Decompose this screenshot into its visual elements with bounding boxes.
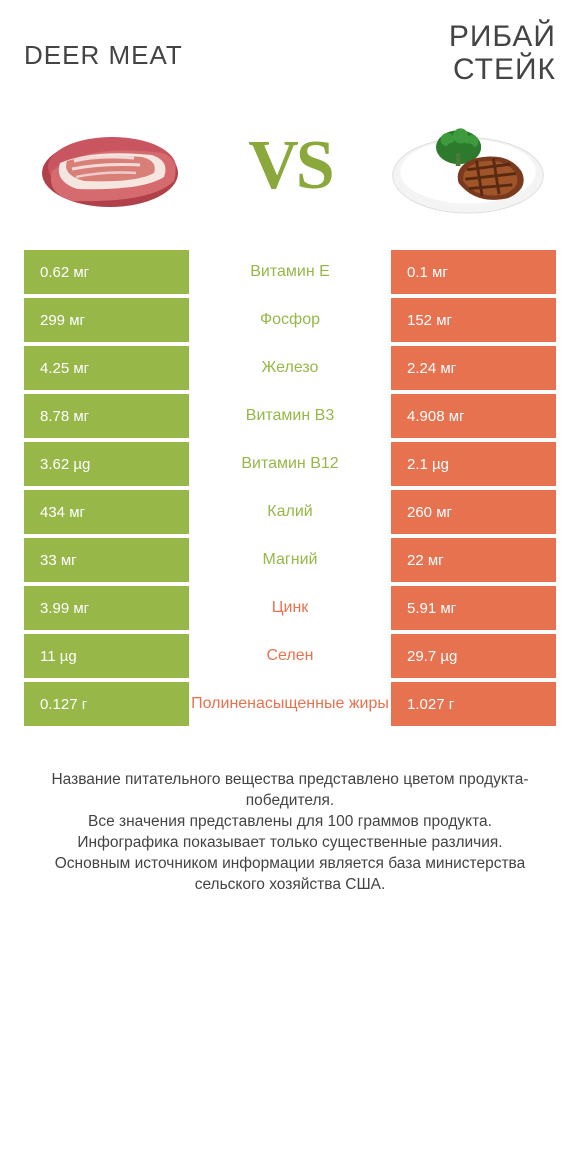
- value-left: 0.62 мг: [24, 250, 189, 294]
- value-left: 8.78 мг: [24, 394, 189, 438]
- nutrient-label: Фосфор: [189, 298, 391, 342]
- table-row: 11 µgСелен29.7 µg: [24, 634, 556, 682]
- footer-line1: Название питательного вещества представл…: [51, 771, 528, 809]
- table-row: 3.99 мгЦинк5.91 мг: [24, 586, 556, 634]
- value-left: 3.99 мг: [24, 586, 189, 630]
- header: DEER MEAT РИБАЙ СТЕЙК: [24, 20, 556, 86]
- value-left: 4.25 мг: [24, 346, 189, 390]
- nutrient-label: Витамин B3: [189, 394, 391, 438]
- nutrient-label: Полиненасыщенные жиры: [189, 682, 391, 726]
- title-right: РИБАЙ СТЕЙК: [449, 20, 556, 86]
- value-left: 434 мг: [24, 490, 189, 534]
- table-row: 3.62 µgВитамин B122.1 µg: [24, 442, 556, 490]
- nutrient-label: Калий: [189, 490, 391, 534]
- ribeye-steak-icon: [388, 106, 548, 226]
- nutrient-label: Железо: [189, 346, 391, 390]
- table-row: 0.62 мгВитамин E0.1 мг: [24, 250, 556, 298]
- value-right: 260 мг: [391, 490, 556, 534]
- value-left: 11 µg: [24, 634, 189, 678]
- table-row: 33 мгМагний22 мг: [24, 538, 556, 586]
- nutrient-label: Витамин E: [189, 250, 391, 294]
- value-right: 2.24 мг: [391, 346, 556, 390]
- deer-meat-icon: [32, 106, 192, 226]
- title-left: DEER MEAT: [24, 20, 183, 71]
- comparison-table: 0.62 мгВитамин E0.1 мг299 мгФосфор152 мг…: [24, 250, 556, 730]
- value-right: 4.908 мг: [391, 394, 556, 438]
- table-row: 0.127 гПолиненасыщенные жиры1.027 г: [24, 682, 556, 730]
- footer-line2: Все значения представлены для 100 граммо…: [88, 813, 492, 830]
- value-left: 33 мг: [24, 538, 189, 582]
- infographic-container: DEER MEAT РИБАЙ СТЕЙК VS: [0, 0, 580, 896]
- value-left: 299 мг: [24, 298, 189, 342]
- table-row: 8.78 мгВитамин B34.908 мг: [24, 394, 556, 442]
- value-right: 29.7 µg: [391, 634, 556, 678]
- value-right: 5.91 мг: [391, 586, 556, 630]
- vs-label: VS: [248, 126, 331, 206]
- value-right: 0.1 мг: [391, 250, 556, 294]
- value-right: 2.1 µg: [391, 442, 556, 486]
- nutrient-label: Магний: [189, 538, 391, 582]
- nutrient-label: Витамин B12: [189, 442, 391, 486]
- nutrient-label: Селен: [189, 634, 391, 678]
- value-left: 3.62 µg: [24, 442, 189, 486]
- value-left: 0.127 г: [24, 682, 189, 726]
- nutrient-label: Цинк: [189, 586, 391, 630]
- images-row: VS: [24, 106, 556, 226]
- value-right: 22 мг: [391, 538, 556, 582]
- title-right-line2: СТЕЙК: [453, 53, 556, 86]
- table-row: 299 мгФосфор152 мг: [24, 298, 556, 346]
- value-right: 152 мг: [391, 298, 556, 342]
- footer-line4: Основным источником информации является …: [55, 855, 526, 893]
- table-row: 4.25 мгЖелезо2.24 мг: [24, 346, 556, 394]
- title-right-line1: РИБАЙ: [449, 20, 556, 53]
- footer-line3: Инфографика показывает только существенн…: [77, 834, 502, 851]
- value-right: 1.027 г: [391, 682, 556, 726]
- table-row: 434 мгКалий260 мг: [24, 490, 556, 538]
- footer-text: Название питательного вещества представл…: [24, 770, 556, 896]
